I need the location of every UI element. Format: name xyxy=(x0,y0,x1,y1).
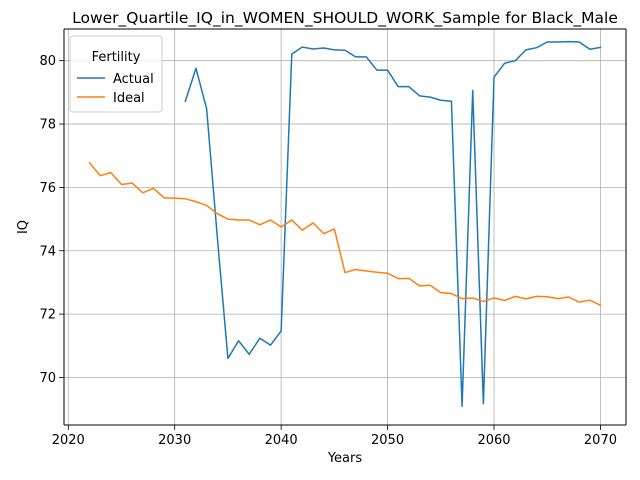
legend-label-actual: Actual xyxy=(113,72,154,87)
legend-box xyxy=(69,35,163,113)
y-axis-label: IQ xyxy=(16,220,31,234)
y-tick-label: 72 xyxy=(39,308,56,323)
x-tick-label: 2020 xyxy=(52,433,85,448)
y-tick-label: 78 xyxy=(39,118,56,133)
legend-label-ideal: Ideal xyxy=(113,91,145,106)
x-tick-label: 2060 xyxy=(477,433,510,448)
x-tick-label: 2050 xyxy=(371,433,404,448)
ticks: 2020 2030 2040 2050 2060 2070 70 72 74 76 78 80 xyxy=(39,54,617,448)
x-tick-label: 2070 xyxy=(584,433,617,448)
chart-title: Lower_Quartile_IQ_in_WOMEN_SHOULD_WORK_S… xyxy=(72,9,618,28)
x-tick-label: 2030 xyxy=(158,433,191,448)
x-axis-label: Years xyxy=(327,451,363,466)
y-tick-label: 80 xyxy=(39,54,56,69)
x-tick-label: 2040 xyxy=(265,433,298,448)
axes-frame xyxy=(63,28,627,426)
y-tick-label: 76 xyxy=(39,181,56,196)
legend: Fertility Actual Ideal xyxy=(69,35,163,113)
series-line-ideal xyxy=(88,161,602,307)
y-tick-label: 70 xyxy=(39,371,56,386)
legend-title: Fertility xyxy=(92,50,141,65)
series-lines xyxy=(88,40,602,408)
y-tick-label: 74 xyxy=(39,244,56,259)
series-line-actual xyxy=(184,40,602,408)
